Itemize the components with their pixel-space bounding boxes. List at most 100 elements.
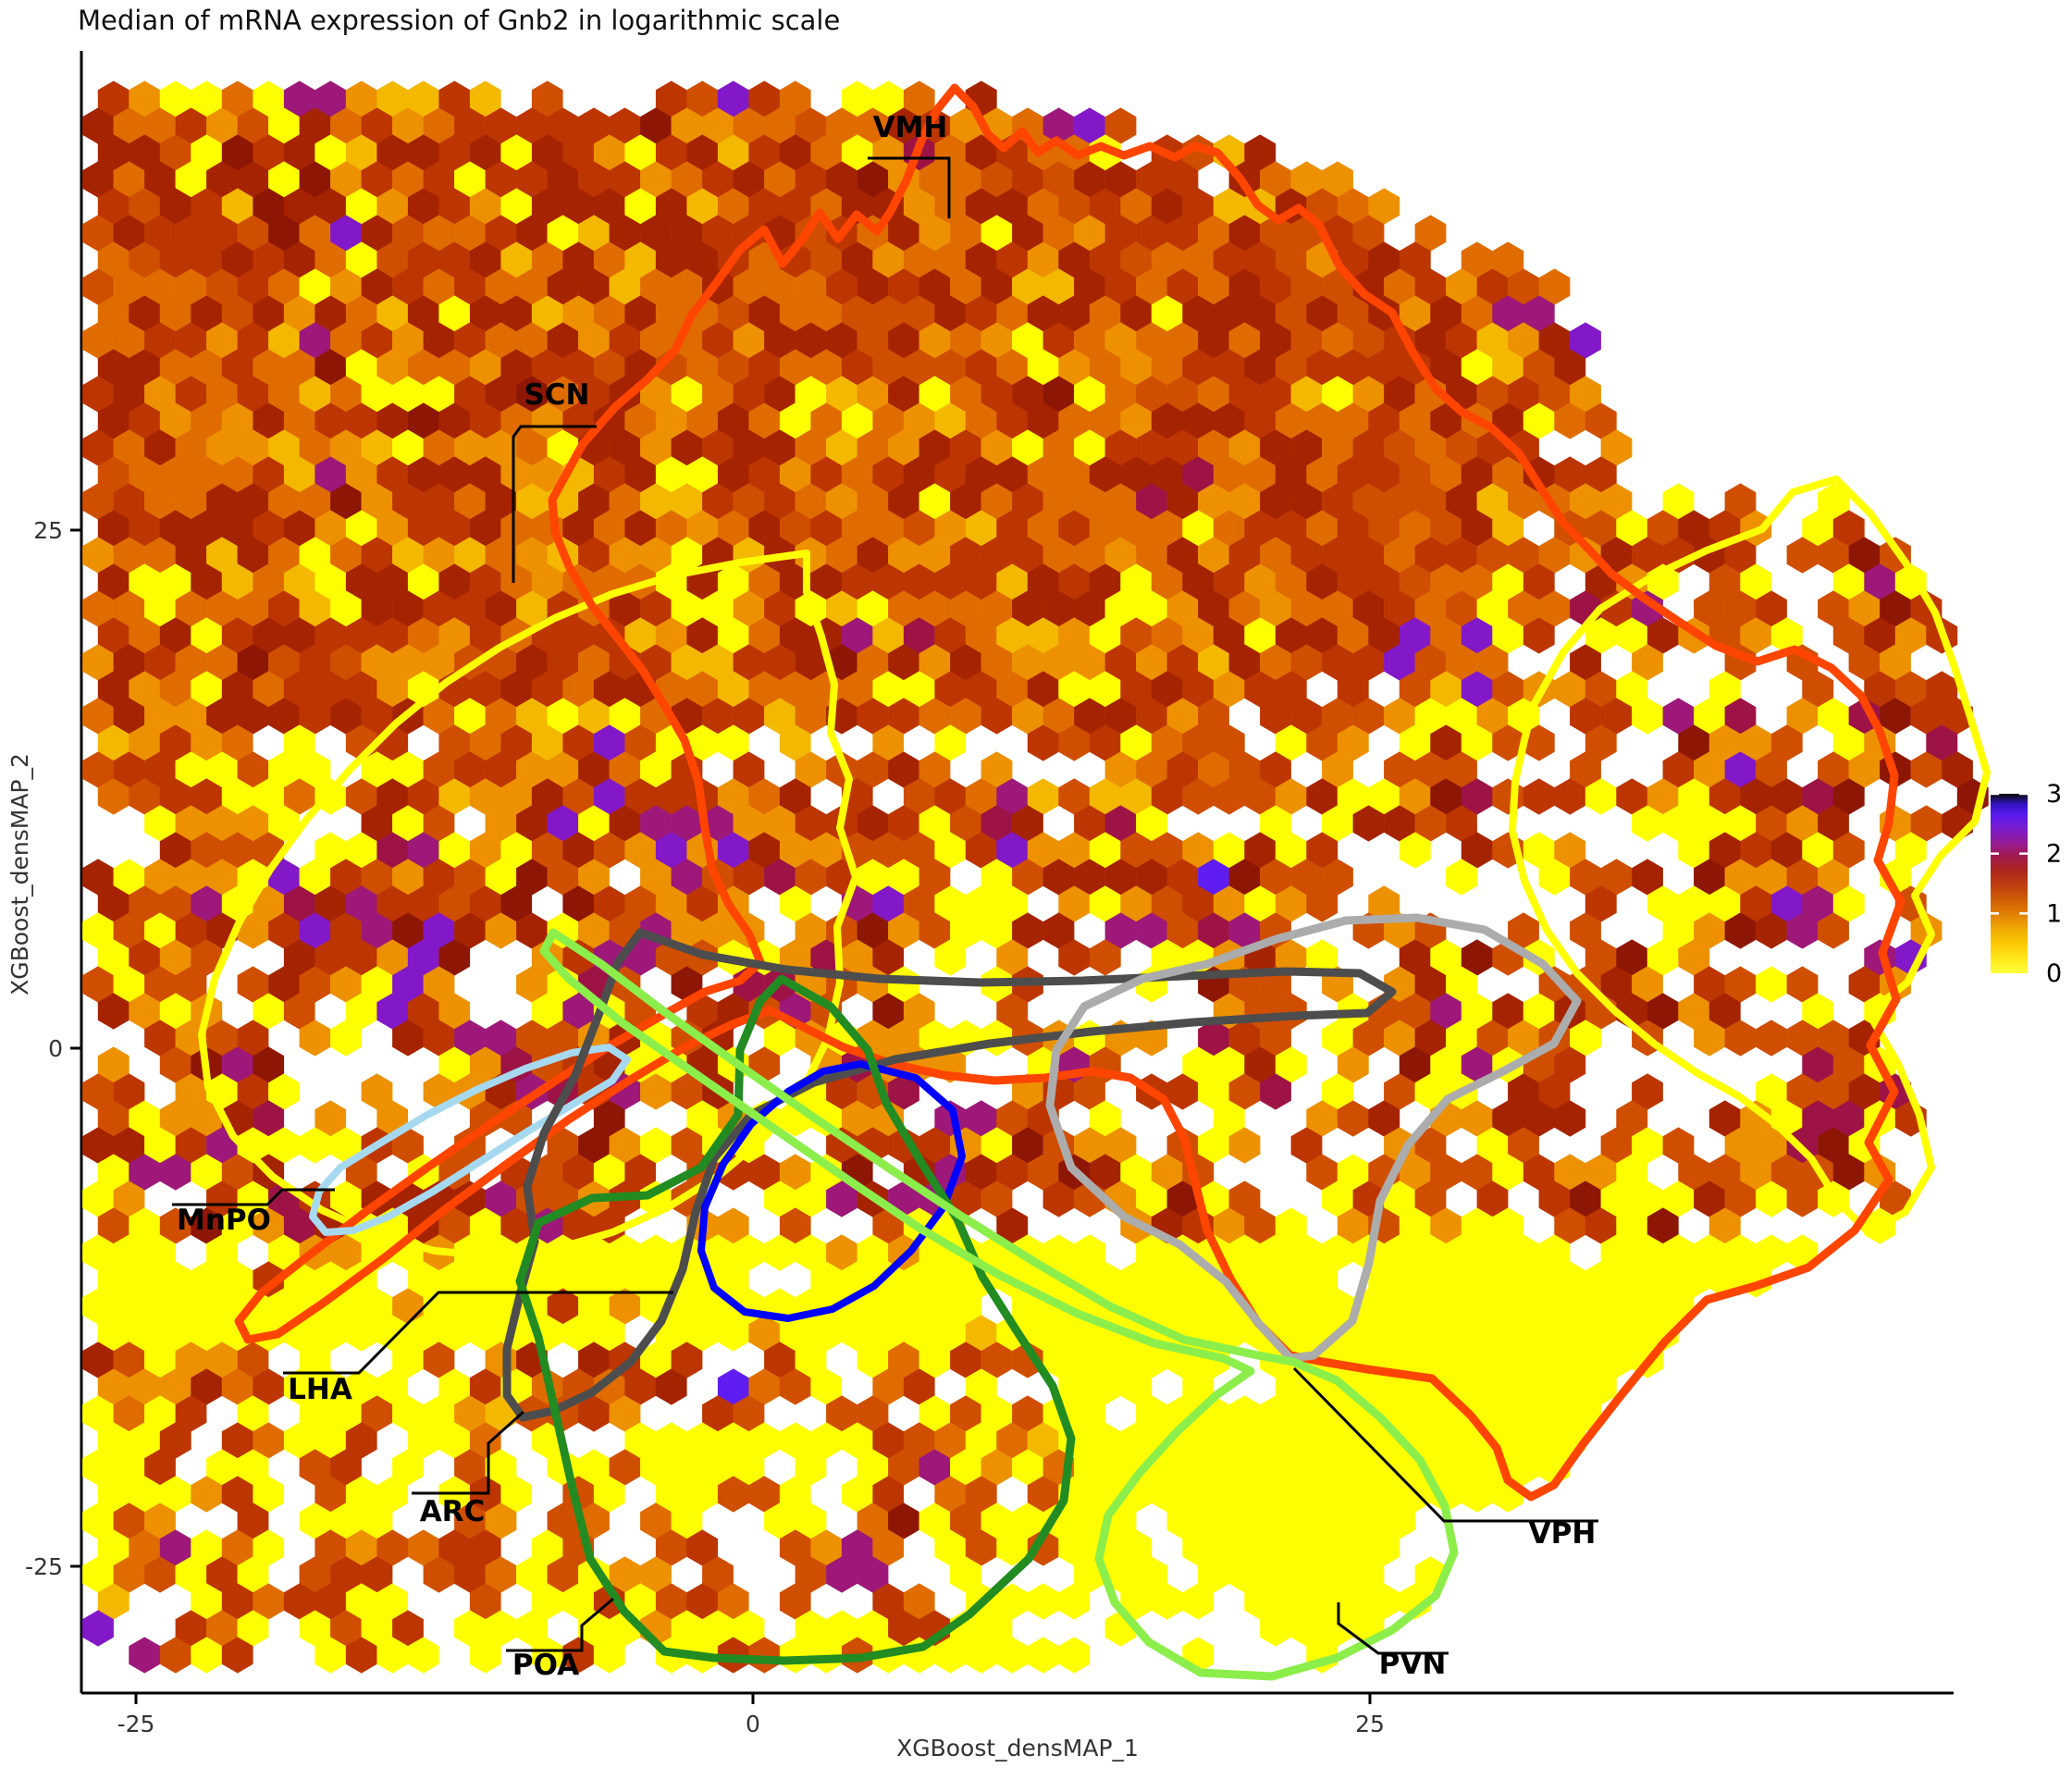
hex-cell	[872, 1476, 905, 1513]
hex-cell	[175, 1395, 207, 1432]
hex-cell	[392, 644, 424, 681]
hex-cell	[237, 429, 269, 466]
hex-cell	[423, 483, 455, 520]
hex-cell	[1352, 1502, 1385, 1539]
hex-cell	[841, 1100, 873, 1137]
hex-cell	[1104, 537, 1137, 574]
annotation-label-pvn: PVN	[1379, 1648, 1447, 1681]
hex-cell	[314, 832, 347, 869]
hex-cell	[1414, 1288, 1447, 1325]
hex-cell	[330, 912, 362, 949]
hex-cell	[1786, 966, 1819, 1003]
hex-cell	[1476, 1020, 1509, 1057]
hex-cell	[748, 510, 781, 547]
hex-cell	[1151, 939, 1183, 976]
hex-cell	[702, 1610, 734, 1647]
hex-cell	[872, 510, 905, 547]
hex-cell	[1523, 724, 1555, 761]
hex-cell	[330, 1395, 362, 1432]
hex-cell	[1089, 295, 1121, 332]
hex-cell	[268, 1073, 300, 1110]
hex-cell	[423, 268, 455, 305]
hex-cell	[206, 644, 238, 681]
hex-cell	[562, 134, 595, 171]
hex-cell	[206, 859, 238, 896]
hex-cell	[531, 295, 563, 332]
hex-cell	[237, 537, 269, 574]
hex-cell	[221, 1529, 253, 1566]
hex-cell	[1818, 698, 1849, 735]
hex-cell	[1058, 188, 1091, 225]
hex-cell	[1166, 483, 1199, 520]
hex-cell	[919, 322, 951, 359]
hex-cell	[1646, 885, 1679, 922]
hex-cell	[1894, 671, 1927, 708]
hex-cell	[330, 1127, 362, 1164]
hex-cell	[1337, 1529, 1369, 1566]
hex-cell	[1136, 215, 1167, 252]
hex-cell	[392, 1127, 424, 1164]
hex-cell	[129, 1476, 161, 1513]
hex-cell	[1074, 698, 1105, 735]
hex-cell	[330, 322, 362, 359]
hex-cell	[345, 402, 377, 439]
hex-cell	[764, 1020, 796, 1057]
hex-cell	[888, 107, 919, 144]
hex-cell	[1322, 429, 1353, 466]
hex-cell	[438, 1207, 471, 1244]
hex-cell	[345, 1368, 377, 1405]
hex-cell	[1074, 268, 1105, 305]
hex-cell	[888, 322, 919, 359]
hex-cell	[1414, 1395, 1447, 1432]
hex-cell	[299, 537, 331, 574]
hex-cell	[1616, 1315, 1648, 1352]
hex-cell	[314, 80, 347, 117]
hex-cell	[206, 1610, 238, 1647]
hex-cell	[454, 429, 486, 466]
hex-cell	[1213, 1422, 1245, 1459]
hex-cell	[1756, 590, 1787, 627]
hex-cell	[795, 805, 827, 842]
hex-cell	[407, 1422, 439, 1459]
hex-cell	[934, 295, 967, 332]
hex-cell	[872, 885, 905, 922]
hex-cell	[1818, 1127, 1849, 1164]
hex-cell	[500, 1207, 533, 1244]
hex-cell	[872, 134, 905, 171]
hex-cell	[129, 188, 161, 225]
hex-cell	[1244, 1476, 1276, 1513]
hex-cell	[237, 1502, 269, 1539]
hex-cell	[1244, 241, 1276, 278]
hex-cell	[950, 268, 981, 305]
hex-cell	[950, 590, 981, 627]
hex-cell	[1136, 1556, 1167, 1593]
hex-cell	[779, 456, 811, 493]
hex-cell	[826, 161, 857, 198]
hex-cell	[113, 1502, 145, 1539]
annotation-label-mnpo: MnPO	[177, 1204, 271, 1237]
hex-cell	[97, 349, 130, 386]
hex-cell	[779, 1529, 811, 1566]
hex-cell	[299, 1395, 331, 1432]
hex-cell	[1228, 215, 1261, 252]
hex-cell	[345, 510, 377, 547]
hex-cell	[624, 510, 657, 547]
hex-cell	[671, 1610, 703, 1647]
hex-cell	[1384, 751, 1415, 788]
hex-cell	[1476, 268, 1509, 305]
hex-cell	[423, 322, 455, 359]
hex-cell	[857, 859, 889, 896]
hex-cell	[1058, 563, 1091, 600]
hex-cell	[485, 805, 517, 842]
hex-cell	[1910, 805, 1942, 842]
hex-cell	[1042, 107, 1075, 144]
hex-cell	[1570, 859, 1601, 896]
hex-cell	[1399, 1315, 1431, 1352]
hex-cell	[1446, 859, 1477, 896]
hex-cell	[1306, 1529, 1338, 1566]
hex-cell	[82, 537, 114, 574]
hex-cell	[268, 1288, 300, 1325]
hex-cell	[376, 80, 409, 117]
hex-cell	[1538, 1395, 1571, 1432]
hex-cell	[1042, 537, 1075, 574]
